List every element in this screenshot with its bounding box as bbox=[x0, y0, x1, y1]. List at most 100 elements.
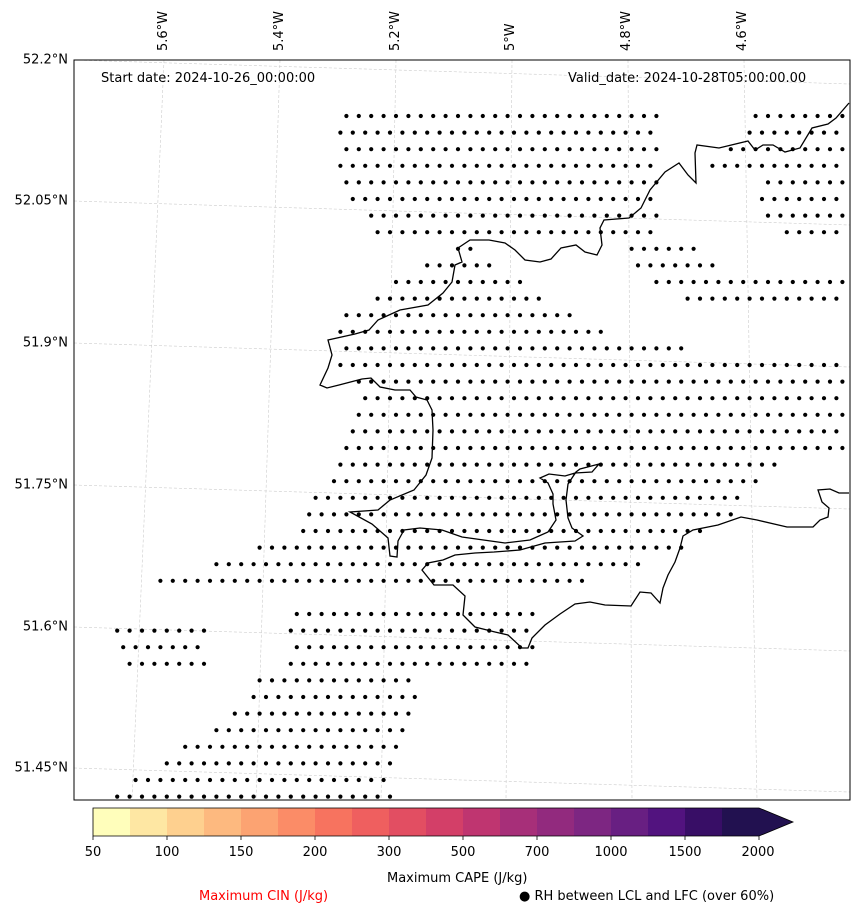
rh-dot bbox=[697, 528, 703, 534]
rh-dot bbox=[772, 296, 777, 301]
rh-dot bbox=[604, 346, 609, 351]
rh-dot bbox=[673, 528, 678, 534]
rh-dot bbox=[561, 396, 566, 401]
rh-dot bbox=[666, 512, 671, 517]
rh-dot bbox=[325, 628, 331, 633]
rh-dot bbox=[363, 130, 368, 135]
rh-dot bbox=[803, 412, 808, 417]
rh-dot bbox=[673, 495, 678, 500]
rh-dot bbox=[735, 429, 740, 434]
rh-dot bbox=[635, 230, 641, 235]
rh-dot bbox=[765, 113, 771, 119]
rh-dot bbox=[679, 479, 684, 484]
rh-dot bbox=[505, 645, 510, 650]
rh-dot bbox=[400, 462, 405, 467]
rh-dot bbox=[239, 562, 244, 567]
rh-dot bbox=[431, 213, 436, 218]
rh-dot bbox=[449, 628, 455, 633]
rh-dot bbox=[524, 329, 529, 334]
rh-dot bbox=[369, 611, 374, 617]
rh-dot bbox=[579, 180, 585, 185]
rh-dot bbox=[207, 777, 213, 783]
rh-dot bbox=[363, 462, 368, 467]
rh-dot bbox=[815, 213, 820, 218]
rh-dot bbox=[586, 230, 591, 235]
rh-dot bbox=[487, 230, 492, 235]
rh-dot bbox=[307, 611, 312, 617]
rh-dot bbox=[753, 113, 758, 119]
rh-dot bbox=[592, 147, 597, 152]
rh-marker-icon: ● bbox=[519, 889, 531, 904]
colorbar-segment bbox=[130, 808, 168, 836]
rh-dot bbox=[641, 147, 647, 152]
rh-dot bbox=[325, 728, 331, 733]
rh-dot bbox=[474, 495, 479, 500]
rh-dot bbox=[697, 362, 703, 368]
rh-dot bbox=[834, 362, 839, 368]
rh-dot bbox=[406, 578, 411, 583]
rh-dot bbox=[338, 628, 343, 633]
rh-dot bbox=[480, 180, 485, 185]
rh-dot bbox=[468, 445, 473, 451]
rh-dot bbox=[741, 412, 746, 417]
rh-dot bbox=[604, 379, 609, 384]
rh-dot bbox=[177, 761, 182, 766]
rh-dot bbox=[809, 396, 814, 401]
rh-dot bbox=[350, 728, 355, 733]
colorbar-segment bbox=[167, 808, 205, 836]
rh-dot bbox=[276, 794, 281, 799]
rh-dot bbox=[152, 628, 157, 633]
rh-dot bbox=[598, 528, 603, 534]
rh-dot bbox=[164, 794, 169, 799]
rh-dot bbox=[400, 495, 405, 500]
rh-dot bbox=[338, 728, 343, 733]
rh-dot bbox=[573, 429, 579, 434]
graticule-meridian bbox=[627, 59, 633, 801]
rh-dot bbox=[356, 313, 361, 318]
rh-dot bbox=[480, 445, 485, 451]
rh-dot bbox=[592, 346, 597, 351]
rh-dot bbox=[363, 661, 368, 666]
rh-dot bbox=[611, 130, 616, 135]
rh-dot bbox=[579, 213, 585, 218]
rh-dot bbox=[393, 611, 399, 617]
rh-dot bbox=[455, 113, 461, 119]
rh-dot bbox=[493, 445, 498, 451]
rh-dot bbox=[418, 379, 423, 384]
rh-dot bbox=[369, 545, 374, 550]
rh-dot bbox=[214, 562, 219, 567]
rh-dot bbox=[276, 562, 281, 567]
rh-dot bbox=[480, 479, 485, 484]
rh-dot bbox=[437, 462, 442, 467]
rh-dot bbox=[294, 711, 299, 716]
rh-dot bbox=[511, 396, 517, 401]
rh-dot bbox=[381, 180, 386, 185]
rh-dot bbox=[598, 196, 603, 202]
rh-dot bbox=[741, 479, 746, 484]
colorbar-segment bbox=[241, 808, 279, 836]
rh-dot bbox=[443, 479, 448, 484]
colorbar-tick-label: 700 bbox=[524, 845, 550, 860]
rh-dot bbox=[170, 777, 175, 783]
rh-dot bbox=[499, 396, 504, 401]
rh-dot bbox=[455, 445, 461, 451]
rh-dot bbox=[431, 313, 436, 318]
rh-dot bbox=[735, 163, 740, 168]
rh-dot bbox=[592, 512, 597, 517]
rh-dot bbox=[809, 429, 814, 434]
rh-dot bbox=[350, 196, 355, 202]
rh-dot bbox=[294, 744, 299, 749]
rh-dot bbox=[635, 130, 641, 135]
rh-dot bbox=[344, 578, 349, 583]
lat-label-52-2: 52.2°N bbox=[22, 52, 68, 68]
graticule-parallel bbox=[73, 626, 851, 652]
rh-dot bbox=[356, 445, 361, 451]
rh-dot bbox=[263, 794, 269, 799]
rh-dot bbox=[474, 230, 479, 235]
rh-dot bbox=[536, 429, 541, 434]
rh-dot bbox=[288, 794, 293, 799]
rh-dot bbox=[257, 578, 262, 583]
rh-dot bbox=[834, 196, 839, 202]
rh-dot bbox=[406, 279, 411, 285]
